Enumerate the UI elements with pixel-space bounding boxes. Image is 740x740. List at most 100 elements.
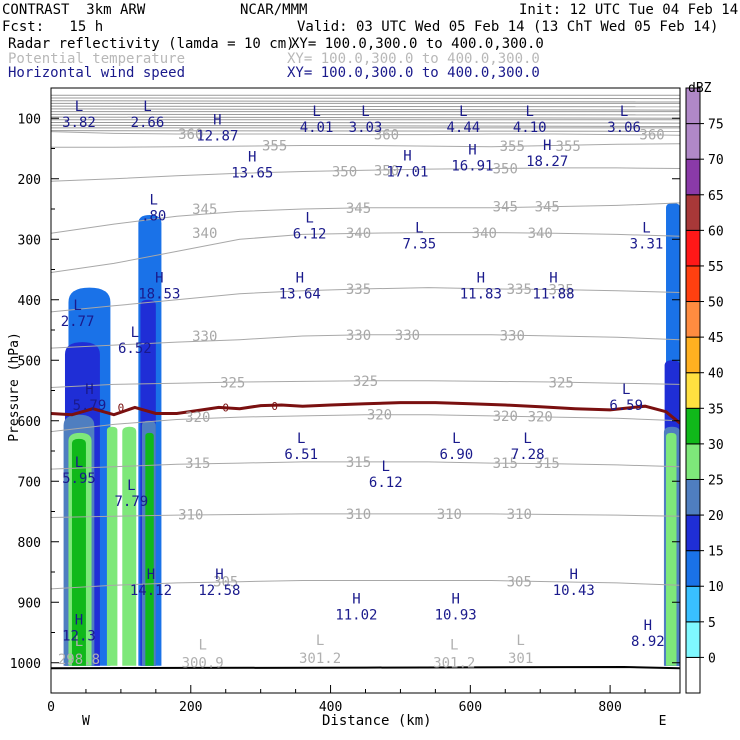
y-tick-label: 400 [18, 294, 41, 309]
wind-extreme-value: 17.01 [386, 165, 428, 181]
theta-label: 335 [346, 282, 371, 298]
wind-extreme-value: 2.66 [131, 115, 165, 131]
colorbar-box [685, 550, 701, 587]
theta-label: 305 [507, 575, 532, 591]
wind-extreme-value: 3.82 [62, 115, 96, 131]
valid-time: Valid: 03 UTC Wed 05 Feb 14 (13 ChT Wed … [297, 19, 719, 35]
wind-extreme-value: 18.27 [526, 154, 568, 170]
wind-extreme-kind: H [352, 592, 360, 608]
wind-extreme-kind: L [73, 298, 81, 314]
wind-extreme-kind: L [131, 325, 139, 341]
y-axis-label: Pressure (hPa) [6, 332, 22, 442]
theta-label: 340 [346, 226, 371, 242]
theta-label: 350 [374, 163, 399, 179]
y-tick-label: 300 [18, 233, 41, 248]
theta-extreme-kind: L [450, 638, 458, 654]
y-tick-label: 500 [18, 354, 41, 369]
wind-extreme-kind: L [523, 431, 531, 447]
wind-extreme-value: 6.12 [369, 475, 403, 491]
theta-contour-355 [51, 143, 680, 148]
y-tick-label: 200 [18, 173, 41, 188]
y-tick-label: 100 [18, 112, 41, 127]
wind-extreme-kind: H [549, 270, 557, 286]
theta-label: 320 [367, 408, 392, 424]
wind-extreme-value: 12.3 [62, 629, 96, 645]
theta-label: 315 [346, 455, 371, 471]
theta-label: 360 [374, 128, 399, 144]
colorbar-box [685, 301, 701, 338]
wind-extreme-value: 18.53 [138, 286, 180, 302]
wind-extreme-value: 6.59 [609, 398, 643, 414]
wind-extreme-kind: H [477, 270, 485, 286]
wind-extreme-value: 4.01 [300, 120, 334, 136]
theta-contour-320 [51, 414, 680, 433]
theta-label: 355 [262, 138, 287, 154]
wind-extreme-value: 12.87 [196, 128, 238, 144]
colorbar-label: 30 [708, 438, 724, 453]
surface-line [51, 665, 680, 670]
wind-extreme-kind: H [403, 149, 411, 165]
upper-theta-line [51, 116, 680, 119]
colorbar-label: 45 [708, 331, 724, 346]
wind-extreme-kind: L [75, 99, 83, 115]
wind-extreme-kind: L [526, 104, 534, 120]
colorbar-label: 50 [708, 296, 724, 311]
endpoint-west: W [82, 714, 90, 729]
theta-extreme-value: 300.9 [182, 656, 224, 672]
y-tick-label: 700 [18, 475, 41, 490]
colorbar-unit: dBZ [688, 81, 712, 96]
wind-extreme-kind: L [297, 431, 305, 447]
wind-extreme-value: 13.64 [279, 286, 321, 302]
chart-title: CONTRAST 3km ARW [2, 2, 146, 18]
colorbar-box [685, 265, 701, 303]
field-name-wind: Horizontal wind speed [8, 65, 186, 81]
theta-label: 325 [220, 376, 245, 392]
theta-labels: 360 360 360 355 355 355 350 350 350 345 345 345 345 3… [58, 127, 665, 672]
x-axis-label: Distance (km) [322, 713, 432, 729]
wind-extreme-value: 2.77 [61, 314, 95, 330]
wind-extreme-kind: L [127, 478, 135, 494]
wind-extreme-value: 4.44 [446, 120, 480, 136]
upper-theta-line [51, 97, 680, 100]
wind-extreme-kind: H [296, 270, 304, 286]
colorbar-box [685, 194, 701, 231]
colorbar-box [685, 123, 701, 160]
wind-extreme-value: 7.28 [511, 447, 545, 463]
theta-label: 310 [507, 507, 532, 523]
wind-extreme-value: 5.95 [62, 471, 96, 487]
colorbar-label: 55 [708, 260, 724, 275]
reflectivity-cell [122, 426, 137, 666]
field-xy-reflectivity: XY= 100.0,300.0 to 400.0,300.0 [291, 36, 544, 52]
colorbar-box [685, 229, 701, 267]
endpoint-east: E [659, 714, 667, 729]
theta-label: 360 [178, 127, 203, 143]
reflectivity-cell [106, 426, 118, 666]
wind-extreme-kind: H [147, 567, 155, 583]
theta-contour-325 [51, 380, 680, 388]
wind-extreme-kind: L [143, 99, 151, 115]
y-tick-label: 900 [18, 596, 41, 611]
theta-extreme-kind: L [316, 633, 324, 649]
wind-extreme-kind: H [85, 382, 93, 398]
forecast-hour: Fcst: 15 h [2, 19, 104, 35]
freezing-label: 0 [118, 401, 125, 414]
wind-extreme-kind: L [382, 459, 390, 475]
colorbar-box [685, 158, 701, 196]
theta-contour-315 [51, 461, 680, 470]
theta-extreme-value: 301.2 [433, 656, 475, 672]
theta-label: 350 [332, 164, 357, 180]
wind-extreme-kind: H [213, 112, 221, 128]
colorbar-box [685, 407, 701, 445]
colorbar-label: 5 [708, 616, 716, 631]
wind-extreme-value: 6.52 [118, 341, 152, 357]
freezing-line [51, 401, 680, 425]
colorbar-label: 15 [708, 545, 724, 560]
reflectivity-cell [145, 432, 154, 666]
y-tick-label: 800 [18, 536, 41, 551]
theta-extreme-kind: L [516, 633, 524, 649]
upper-theta-line [51, 124, 680, 127]
upper-theta-line [51, 105, 680, 108]
wind-extreme-kind: L [642, 221, 650, 237]
wind-extreme-kind: L [361, 104, 369, 120]
wind-extreme-value: 3.31 [630, 237, 664, 253]
